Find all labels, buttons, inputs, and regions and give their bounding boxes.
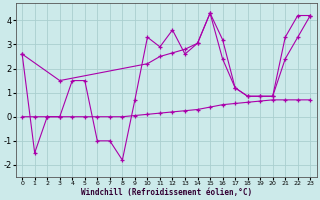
X-axis label: Windchill (Refroidissement éolien,°C): Windchill (Refroidissement éolien,°C) — [81, 188, 252, 197]
